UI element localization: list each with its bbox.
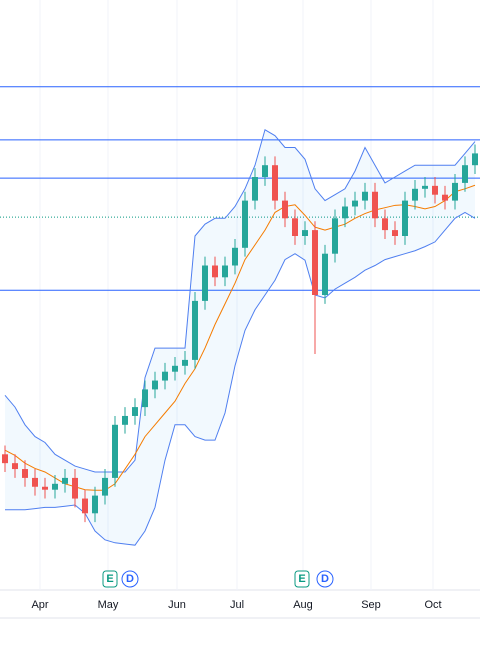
candle-body — [162, 371, 168, 381]
candle-body — [72, 477, 78, 499]
x-tick-label: Jun — [168, 599, 186, 611]
x-tick-label: Apr — [31, 599, 48, 611]
candle-body — [262, 165, 268, 177]
candle-body — [182, 359, 188, 366]
dividend-badge[interactable] — [121, 570, 139, 588]
upper-band — [4, 129, 476, 473]
candle-body — [32, 477, 38, 487]
candle-body — [2, 454, 8, 464]
candle-body — [392, 230, 398, 236]
x-tick-label: May — [98, 599, 119, 611]
candle-body — [42, 486, 48, 490]
candle-body — [62, 477, 68, 484]
candle-body — [372, 191, 378, 219]
candle-body — [122, 415, 128, 425]
candle-body — [202, 265, 208, 301]
candle-body — [222, 265, 228, 278]
candle-body — [252, 177, 258, 201]
candle-body — [292, 218, 298, 236]
candle-body — [382, 218, 388, 231]
candle-body — [312, 230, 318, 295]
candle-body — [332, 218, 338, 254]
candle-body — [412, 188, 418, 201]
x-tick-label: Oct — [424, 599, 441, 611]
candle-body — [402, 200, 408, 236]
earnings-marker: E — [298, 573, 305, 585]
candle-body — [322, 253, 328, 295]
candle-body — [132, 407, 138, 416]
x-tick-label: Sep — [361, 599, 381, 611]
x-tick-label: Jul — [230, 599, 244, 611]
candle-body — [362, 191, 368, 201]
band-fill — [5, 129, 475, 546]
candle-body — [302, 230, 308, 236]
candle-body — [172, 365, 178, 372]
candle-body — [152, 380, 158, 390]
candle-body — [22, 469, 28, 478]
candle-body — [92, 495, 98, 514]
candle-body — [342, 206, 348, 219]
candle-body — [232, 247, 238, 266]
candle-body — [282, 200, 288, 219]
candle-body — [142, 389, 148, 408]
dividend-badge[interactable] — [316, 570, 334, 588]
candle-body — [422, 185, 428, 189]
x-tick-label: Aug — [293, 599, 313, 611]
candle-body — [462, 165, 468, 183]
event-markers: E D E D — [102, 570, 334, 588]
dividend-marker: D — [126, 573, 134, 585]
candle-body — [452, 182, 458, 201]
moving-average — [4, 184, 476, 491]
candle-body — [102, 477, 108, 496]
candle-body — [192, 300, 198, 360]
candle-body — [82, 498, 88, 514]
candle-body — [112, 424, 118, 478]
earnings-badge[interactable] — [294, 570, 310, 588]
candle-body — [442, 194, 448, 201]
candle-body — [52, 483, 58, 490]
candle-body — [352, 200, 358, 207]
candle-body — [272, 165, 278, 201]
candle-body — [12, 463, 18, 470]
candle-body — [432, 185, 438, 195]
candle-body — [472, 153, 478, 166]
earnings-badge[interactable] — [102, 570, 118, 588]
dividend-marker: D — [321, 573, 329, 585]
candle-body — [212, 265, 218, 278]
earnings-marker: E — [106, 573, 113, 585]
candle-body — [242, 200, 248, 248]
